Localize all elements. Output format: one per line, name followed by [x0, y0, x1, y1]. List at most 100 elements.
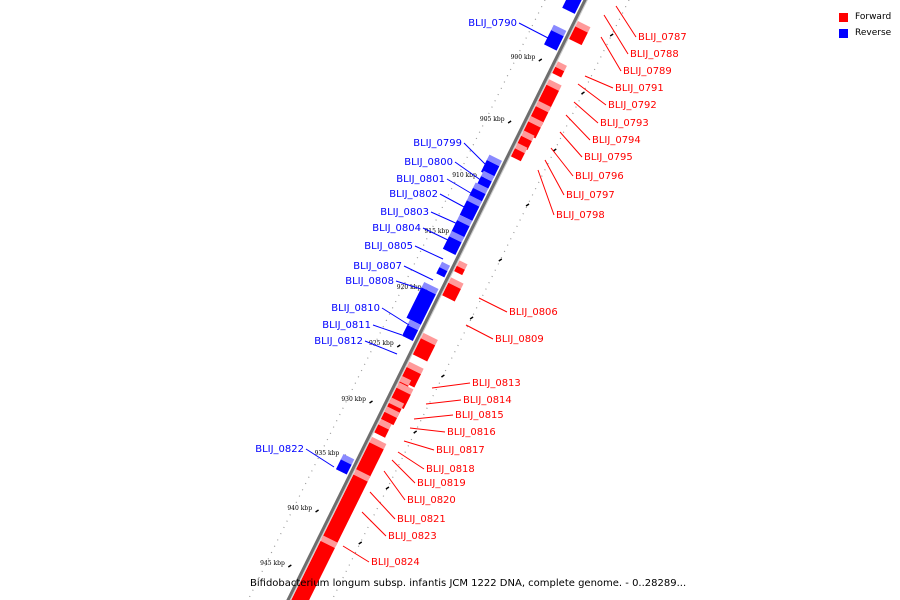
- forward-gene-label: BLIJ_0788: [630, 49, 679, 60]
- reverse-gene-block-top: [340, 453, 355, 465]
- reverse-gene-label-leader: [430, 211, 461, 226]
- forward-gene-block: [552, 66, 565, 78]
- guide-tick-mark: [385, 486, 390, 490]
- forward-gene-label: BLIJ_0820: [407, 495, 456, 506]
- forward-gene-block: [321, 474, 368, 547]
- forward-gene-label-leader: [425, 399, 462, 405]
- reverse-gene-block-top: [457, 214, 473, 227]
- forward-gene-label-leader: [383, 470, 406, 501]
- forward-gene-block-top: [369, 436, 387, 450]
- forward-gene-label: BLIJ_0791: [615, 83, 664, 94]
- forward-gene-label: BLIJ_0818: [426, 464, 475, 475]
- legend-reverse-label: Reverse: [855, 28, 892, 38]
- reverse-gene-label-leader: [518, 22, 549, 39]
- forward-gene-label-leader: [403, 440, 435, 451]
- reverse-gene-label-leader: [372, 324, 403, 336]
- reverse-gene-label: BLIJ_0810: [331, 303, 380, 314]
- forward-gene-label-leader: [361, 511, 387, 537]
- forward-gene-block-top: [406, 361, 424, 375]
- forward-gene-block-side: [541, 107, 551, 126]
- forward-gene-label: BLIJ_0809: [495, 334, 544, 345]
- forward-gene-block-top: [575, 21, 591, 33]
- forward-gene-label: BLIJ_0792: [608, 100, 657, 111]
- forward-gene-block-top: [320, 535, 338, 548]
- forward-gene-label: BLIJ_0794: [592, 135, 641, 146]
- forward-gene-label-leader: [577, 83, 607, 106]
- reverse-gene-block: [436, 267, 448, 278]
- forward-gene-block-side: [527, 135, 535, 151]
- reverse-gene-block: [562, 0, 582, 14]
- scale-tick-mark: [396, 344, 401, 348]
- reverse-gene-label-leader: [395, 280, 428, 292]
- reverse-gene-block: [468, 187, 486, 204]
- forward-gene-block: [510, 148, 525, 162]
- scale-tick-label: 900 kbp: [511, 54, 536, 61]
- guide-tick-mark: [552, 148, 557, 152]
- guide-tick-mark: [581, 91, 585, 95]
- forward-gene-label-leader: [584, 75, 614, 89]
- forward-gene-block-top: [555, 61, 567, 72]
- forward-gene-label-leader: [600, 36, 622, 72]
- forward-gene-label: BLIJ_0795: [584, 152, 633, 163]
- scale-tick-label: 935 kbp: [315, 450, 340, 457]
- forward-gene-block: [569, 26, 588, 46]
- forward-gene-label: BLIJ_0814: [463, 395, 512, 406]
- forward-gene-label-leader: [573, 101, 599, 124]
- forward-gene-block-side: [581, 27, 591, 46]
- forward-gene-block-side: [407, 380, 412, 389]
- forward-gene-label: BLIJ_0798: [556, 210, 605, 221]
- reverse-gene-label: BLIJ_0799: [413, 138, 462, 149]
- reverse-gene-block-top: [449, 230, 465, 243]
- reverse-gene-label: BLIJ_0802: [389, 189, 438, 200]
- forward-gene-label-leader: [413, 414, 454, 420]
- reverse-gene-block: [459, 200, 480, 221]
- genome-backbone: [286, 0, 587, 600]
- legend: Forward Reverse: [839, 9, 891, 41]
- scale-tick-label: 920 kbp: [397, 284, 422, 291]
- scale-tick-mark: [287, 564, 292, 568]
- forward-gene-block: [355, 442, 384, 479]
- forward-gene-block-top: [353, 469, 371, 482]
- forward-gene-block-top: [535, 100, 551, 113]
- forward-gene-block: [412, 338, 436, 362]
- scale-tick-label: 915 kbp: [424, 228, 449, 235]
- forward-gene-block: [454, 265, 465, 276]
- guide-tick-mark: [469, 316, 474, 320]
- forward-gene-label: BLIJ_0824: [371, 557, 420, 568]
- forward-gene-label-leader: [369, 491, 396, 520]
- scale-tick-mark: [507, 120, 512, 124]
- forward-gene-block-top: [384, 406, 400, 419]
- reverse-gene-label: BLIJ_0805: [364, 241, 413, 252]
- reverse-swatch: [839, 28, 848, 38]
- reverse-gene-label-leader: [446, 178, 475, 196]
- legend-reverse: Reverse: [839, 25, 891, 41]
- reverse-gene-block: [477, 176, 492, 189]
- forward-gene-block: [374, 424, 390, 438]
- forward-gene-label-leader: [615, 5, 637, 38]
- reverse-gene-label: BLIJ_0804: [372, 223, 421, 234]
- reverse-gene-block: [544, 30, 564, 51]
- forward-guide-line: [331, 0, 630, 600]
- reverse-gene-block-top: [421, 281, 439, 295]
- forward-gene-block-side: [309, 542, 338, 600]
- guide-tick-mark: [609, 33, 614, 37]
- forward-gene-block-side: [414, 368, 424, 388]
- reverse-gene-block-side: [544, 24, 554, 45]
- reverse-gene-block-top: [486, 154, 503, 167]
- forward-gene-label-leader: [603, 14, 629, 55]
- forward-gene-label-leader: [537, 169, 555, 216]
- forward-gene-block-top: [456, 260, 468, 270]
- forward-gene-label: BLIJ_0789: [623, 66, 672, 77]
- forward-swatch: [839, 12, 848, 22]
- reverse-gene-block-top: [439, 261, 451, 272]
- forward-gene-label: BLIJ_0813: [472, 378, 521, 389]
- reverse-gene-block: [402, 324, 419, 342]
- legend-forward-label: Forward: [855, 12, 892, 22]
- reverse-gene-label-leader: [305, 448, 335, 468]
- reverse-gene-label: BLIJ_0808: [345, 276, 394, 287]
- forward-gene-label: BLIJ_0815: [455, 410, 504, 421]
- forward-gene-label: BLIJ_0823: [388, 531, 437, 542]
- reverse-gene-label: BLIJ_0807: [353, 261, 402, 272]
- forward-gene-block-side: [369, 443, 387, 479]
- forward-gene-block-top: [396, 382, 414, 395]
